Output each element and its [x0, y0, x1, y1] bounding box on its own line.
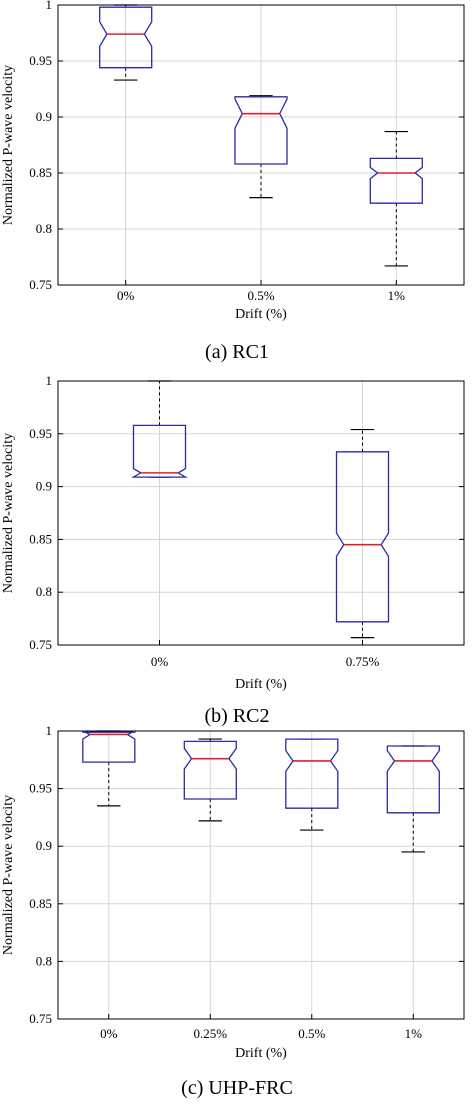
plot-frame — [57, 380, 465, 646]
box-body — [285, 738, 339, 809]
x-tick-label: 0.5% — [247, 288, 274, 303]
box-0.75% — [335, 428, 390, 639]
y-tick-label: 0.85 — [29, 165, 52, 180]
chart-panel-1: 0.75 0.8 0.85 0.9 0.95 1 0% 0.5% 1% Normalized P-… — [1, 0, 465, 363]
box-body — [234, 96, 288, 165]
y-tick-label: 0.85 — [29, 896, 52, 911]
y-tick-label: 0.8 — [36, 953, 52, 968]
plot-frame — [57, 730, 465, 1020]
y-tick-label: 0.75 — [29, 637, 52, 652]
box-body — [183, 740, 237, 800]
y-axis-label: Normalized P-wave velocity — [1, 65, 16, 225]
x-axis-label: Drift (%) — [235, 677, 287, 692]
y-tick-label: 0.9 — [36, 109, 52, 124]
y-tick-label: 1 — [46, 373, 53, 388]
x-tick-label: 1% — [388, 288, 406, 303]
y-tick-label: 0.8 — [36, 221, 52, 236]
box-body — [386, 745, 440, 814]
y-tick-label: 1 — [46, 0, 53, 12]
y-tick-label: 0.9 — [36, 838, 52, 853]
panel-caption: (b) RC2 — [205, 705, 270, 727]
box-1% — [386, 745, 440, 853]
panel-caption: (c) UHP-FRC — [181, 1077, 293, 1099]
y-tick-label: 0.85 — [29, 531, 52, 546]
box-0.5% — [285, 738, 339, 831]
box-0% — [82, 729, 136, 807]
box-body — [369, 157, 423, 204]
box-0% — [131, 380, 188, 478]
x-tick-label: 0.75% — [346, 654, 380, 669]
panel-caption: (a) RC1 — [205, 341, 269, 363]
box-body — [82, 729, 136, 763]
box-body — [335, 451, 390, 623]
x-tick-label: 0% — [100, 1026, 118, 1041]
x-tick-label: 0% — [151, 654, 169, 669]
box-body — [131, 424, 188, 478]
x-axis-label: Drift (%) — [235, 307, 287, 322]
box-1% — [369, 130, 423, 267]
y-tick-label: 0.95 — [29, 781, 52, 796]
y-tick-label: 0.95 — [29, 53, 52, 68]
x-tick-label: 0% — [117, 288, 135, 303]
x-tick-label: 0.25% — [193, 1026, 227, 1041]
y-tick-label: 1 — [46, 723, 53, 738]
chart-panel-2: 0.75 0.8 0.85 0.9 0.95 1 0% 0.75% Normalized P-w… — [1, 373, 465, 727]
y-axis-label: Normalized P-wave velocity — [1, 795, 16, 955]
box-0.5% — [234, 95, 288, 199]
box-0.25% — [183, 738, 237, 822]
x-axis-label: Drift (%) — [235, 1046, 287, 1061]
x-tick-label: 0.5% — [298, 1026, 325, 1041]
y-tick-label: 0.9 — [36, 479, 52, 494]
box-body — [99, 6, 153, 69]
y-tick-label: 0.75 — [29, 277, 52, 292]
y-tick-label: 0.75 — [29, 1011, 52, 1026]
y-axis-label: Normalized P-wave velocity — [1, 433, 16, 593]
y-tick-label: 0.8 — [36, 584, 52, 599]
chart-panel-3: 0.75 0.8 0.85 0.9 0.95 1 0% 0.25% 0.5% 1% Normaliz… — [1, 723, 465, 1099]
x-tick-label: 1% — [405, 1026, 423, 1041]
box-0% — [99, 4, 153, 81]
y-tick-label: 0.95 — [29, 426, 52, 441]
